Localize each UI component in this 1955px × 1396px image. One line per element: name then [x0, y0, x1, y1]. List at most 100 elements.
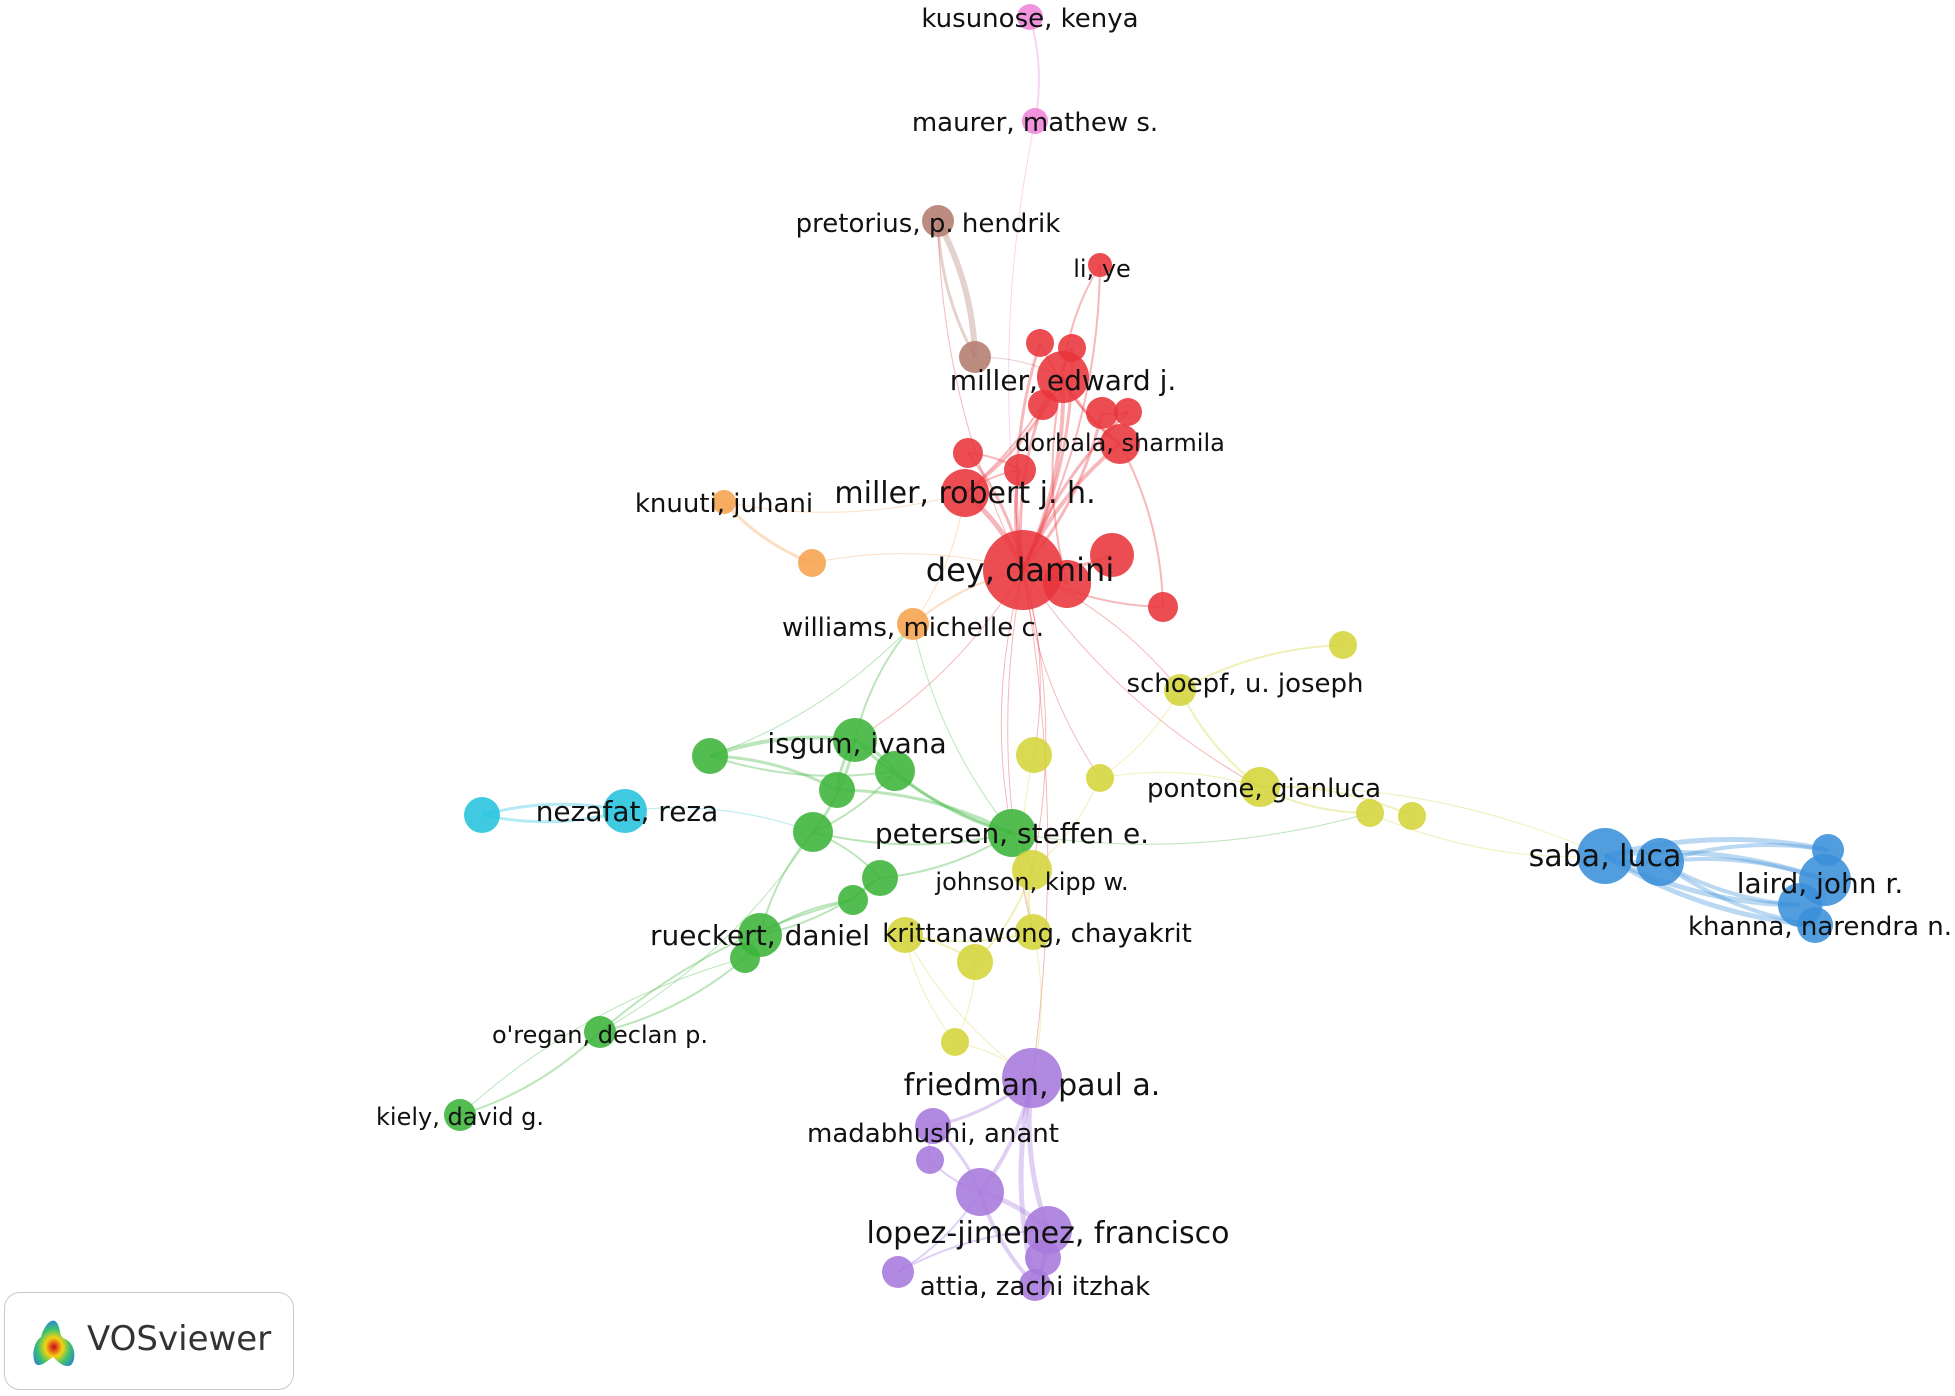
- label-attia-zachi-itzhak: attia, zachi itzhak: [920, 1272, 1150, 1302]
- node-y4[interactable]: [1398, 802, 1426, 830]
- node-r7[interactable]: [1004, 454, 1036, 486]
- node-p1[interactable]: [916, 1146, 944, 1174]
- node-y8[interactable]: [1329, 631, 1357, 659]
- node-johnson-kipp-w[interactable]: [1012, 850, 1052, 890]
- label-williams-michelle-c: williams, michelle c.: [782, 613, 1044, 643]
- node-schoepf-u-joseph[interactable]: [1164, 674, 1196, 706]
- link-g6-oregan: [599, 899, 854, 1033]
- link-pretorius-br1: [936, 220, 977, 358]
- node-r6[interactable]: [953, 438, 983, 468]
- link-g4-oregan: [599, 831, 814, 1033]
- node-isgum-ivana[interactable]: [833, 718, 877, 762]
- label-maurer-mathew-s: maurer, mathew s.: [912, 108, 1158, 138]
- node-r3[interactable]: [1028, 390, 1058, 420]
- node-y3[interactable]: [1356, 799, 1384, 827]
- node-madabhushi-anant[interactable]: [915, 1108, 951, 1144]
- node-dorbala-sharmila[interactable]: [1100, 424, 1140, 464]
- label-schoepf-u-joseph: schoepf, u. joseph: [1126, 669, 1363, 699]
- link-g7-oregan: [599, 957, 746, 1033]
- link-saba-laird: [1604, 849, 1826, 883]
- link-liye-dey: [1022, 264, 1101, 571]
- node-y7[interactable]: [941, 1028, 969, 1056]
- vosviewer-logo-icon: [33, 1320, 75, 1367]
- label-isgum-ivana: isgum, ivana: [767, 727, 946, 760]
- label-pontone-gianluca: pontone, gianluca: [1147, 774, 1381, 804]
- link-knuuti-miller_rjh: [723, 492, 966, 513]
- node-g4[interactable]: [793, 812, 833, 852]
- node-p4[interactable]: [882, 1256, 914, 1288]
- node-c1[interactable]: [464, 797, 500, 833]
- label-johnson-kipp-w: johnson, kipp w.: [934, 868, 1128, 896]
- link-r10-dorbala: [1119, 443, 1164, 608]
- label-rueckert-daniel: rueckert, daniel: [650, 919, 870, 952]
- node-krittanawong-chayakrit[interactable]: [1015, 914, 1051, 950]
- label-krittanawong-chayakrit: krittanawong, chayakrit: [882, 919, 1192, 949]
- node-pretorius-p-hendrik[interactable]: [922, 205, 954, 237]
- label-knuuti-juhani: knuuti, juhani: [635, 489, 813, 519]
- label-dorbala-sharmila: dorbala, sharmila: [1015, 429, 1225, 457]
- node-r10[interactable]: [1148, 592, 1178, 622]
- node-r5[interactable]: [1114, 398, 1142, 426]
- node-nezafat-reza[interactable]: [603, 789, 647, 833]
- node-knuuti-juhani[interactable]: [712, 490, 736, 514]
- link-nezafat-g4: [624, 807, 814, 833]
- link-schoepf-y8: [1179, 644, 1344, 691]
- node-friedman-paul-a[interactable]: [1002, 1048, 1062, 1108]
- link-g1-g2: [709, 755, 896, 777]
- link-pontone-saba: [1259, 786, 1606, 857]
- node-r8[interactable]: [1090, 533, 1134, 577]
- node-g5[interactable]: [862, 860, 898, 896]
- node-williams-michelle-c[interactable]: [897, 608, 929, 640]
- node-g2[interactable]: [875, 751, 915, 791]
- link-pretorius-br1: [935, 219, 978, 358]
- node-kiely-david-g[interactable]: [444, 1099, 476, 1131]
- node-g6[interactable]: [838, 885, 868, 915]
- label-saba-luca: saba, luca: [1529, 839, 1682, 874]
- link-y3-saba: [1369, 812, 1606, 858]
- node-maurer-mathew-s[interactable]: [1022, 108, 1048, 134]
- label-dey-damini: dey, damini: [926, 551, 1114, 589]
- label-khanna-narendra-n: khanna, narendra n.: [1688, 912, 1952, 942]
- node-li-ye[interactable]: [1088, 253, 1112, 277]
- network-labels: kusunose, kenya maurer, mathew s. pretoriu…: [376, 4, 1952, 1302]
- node-b3[interactable]: [1778, 883, 1822, 927]
- node-y1[interactable]: [1016, 737, 1052, 773]
- label-lopez-jimenez-francisco: lopez-jimenez, francisco: [866, 1216, 1229, 1251]
- node-r1[interactable]: [1026, 329, 1054, 357]
- link-pretorius-dey: [937, 220, 1024, 571]
- node-br1[interactable]: [959, 341, 991, 373]
- link-williams-petersen: [912, 623, 1013, 834]
- link-williams-g1: [709, 623, 914, 757]
- node-o-regan-declan-p[interactable]: [584, 1016, 616, 1048]
- link-g4-petersen: [812, 831, 1013, 846]
- label-miller-edward-j: miller, edward j.: [950, 364, 1177, 397]
- node-g1[interactable]: [692, 738, 728, 774]
- node-p3[interactable]: [1025, 1240, 1061, 1276]
- node-g3[interactable]: [819, 772, 855, 808]
- link-maurer-dey: [1008, 120, 1036, 571]
- node-saba-luca[interactable]: [1577, 828, 1633, 884]
- node-y5[interactable]: [957, 944, 993, 980]
- link-petersen-y3: [1011, 812, 1371, 845]
- network-nodes: [444, 4, 1851, 1301]
- node-miller-edward-j[interactable]: [1037, 351, 1089, 403]
- node-dey-damini[interactable]: [983, 530, 1063, 610]
- node-p2[interactable]: [956, 1168, 1004, 1216]
- node-miller-robert-j-h[interactable]: [941, 469, 989, 517]
- node-pontone-gianluca[interactable]: [1240, 767, 1280, 807]
- node-b2[interactable]: [1812, 834, 1844, 866]
- label-pretorius-p-hendrik: pretorius, p. hendrik: [796, 209, 1061, 239]
- node-y6[interactable]: [887, 917, 923, 953]
- node-y2[interactable]: [1086, 764, 1114, 792]
- label-o-regan-declan-p: o'regan, declan p.: [492, 1021, 708, 1049]
- label-li-ye: li, ye: [1073, 255, 1131, 283]
- node-b1[interactable]: [1636, 838, 1684, 886]
- node-g7[interactable]: [730, 943, 760, 973]
- node-attia-zachi-itzhak[interactable]: [1019, 1269, 1051, 1301]
- node-r4[interactable]: [1086, 397, 1118, 429]
- node-r9[interactable]: [1043, 560, 1091, 608]
- node-petersen-steffen-e[interactable]: [988, 809, 1036, 857]
- node-r2[interactable]: [1058, 334, 1086, 362]
- node-o1[interactable]: [798, 549, 826, 577]
- node-kusunose-kenya[interactable]: [1017, 4, 1043, 30]
